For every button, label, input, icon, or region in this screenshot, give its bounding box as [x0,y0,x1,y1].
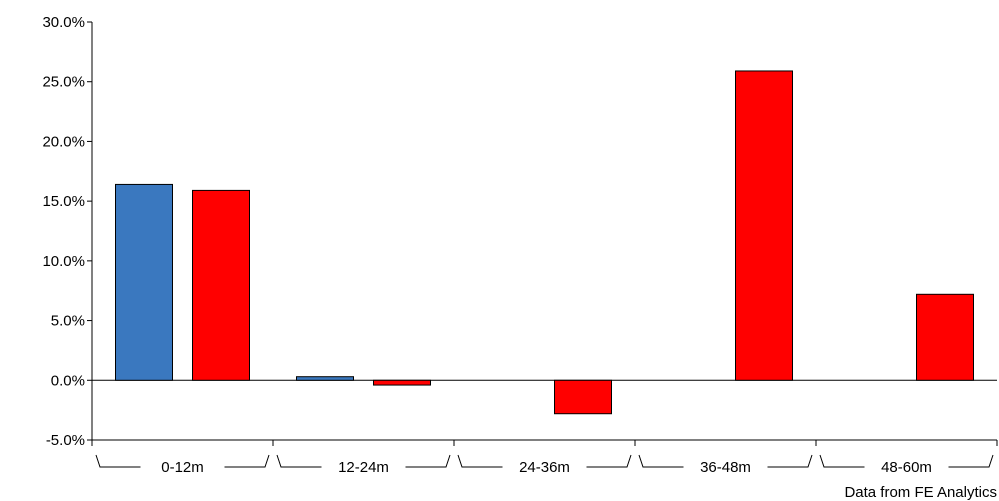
y-tick-label: 10.0% [42,253,85,270]
x-bracket-left [276,454,322,468]
x-category-label: 0-12m [161,459,204,476]
x-axis: 0-12m 12-24m 24-36m 36-48m 48-60m [91,439,998,476]
bar-12-24m-series-1 [296,376,354,381]
bar-48-60m-series-2 [916,293,974,381]
bars [115,70,974,415]
x-bracket-left [819,454,865,468]
x-bracket-right [948,454,994,468]
bar-0-12m-series-2 [192,189,250,381]
x-bracket-right [586,454,632,468]
bar-36-48m-series-2 [735,70,793,381]
y-tick-label: 5.0% [51,313,85,330]
bar-0-12m-series-1 [115,183,173,381]
bar-12-24m-series-2 [373,379,431,386]
bar-24-36m-series-2 [554,379,612,415]
y-tick-label: 25.0% [42,74,85,91]
x-bracket-right [405,454,451,468]
x-bracket-right [767,454,813,468]
source-note: Data from FE Analytics [844,484,997,501]
x-bracket-right [224,454,270,468]
x-bracket-left [638,454,684,468]
y-tick-label: 20.0% [42,133,85,150]
x-category-label: 36-48m [700,459,751,476]
x-bracket-left [95,454,141,468]
y-axis: -5.0% 0.0% 5.0% 10.0% 15.0% 20.0% 25.0% 30.0% [42,14,997,449]
y-tick-label: 30.0% [42,14,85,31]
y-tick-label: -5.0% [46,432,85,449]
y-tick-label: 0.0% [51,372,85,389]
x-category-label: 12-24m [338,459,389,476]
x-category-label: 24-36m [519,459,570,476]
y-tick-label: 15.0% [42,193,85,210]
x-category-label: 48-60m [881,459,932,476]
x-bracket-left [457,454,503,468]
